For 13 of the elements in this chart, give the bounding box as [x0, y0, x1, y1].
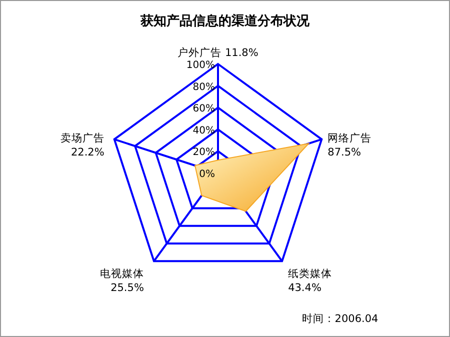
y-tick-label: 20%: [192, 147, 215, 158]
y-tick-label: 60%: [192, 104, 215, 115]
y-tick-label: 40%: [192, 125, 215, 136]
y-tick-label: 80%: [192, 82, 215, 93]
y-tick-label: 100%: [186, 60, 215, 71]
spoke-label: 网络广告 87.5%: [328, 131, 372, 158]
spoke-label: 电视媒体 25.5%: [100, 267, 144, 294]
spoke-label: 纸类媒体 43.4%: [288, 267, 332, 294]
spoke-label: 户外广告 11.8%: [178, 46, 258, 59]
text: 时间：2006.04: [302, 312, 379, 325]
y-tick-label: 0%: [199, 169, 215, 180]
spoke-label: 卖场广告 22.2%: [60, 131, 104, 158]
chart-title: 获知产品信息的渠道分布状况: [140, 13, 310, 29]
